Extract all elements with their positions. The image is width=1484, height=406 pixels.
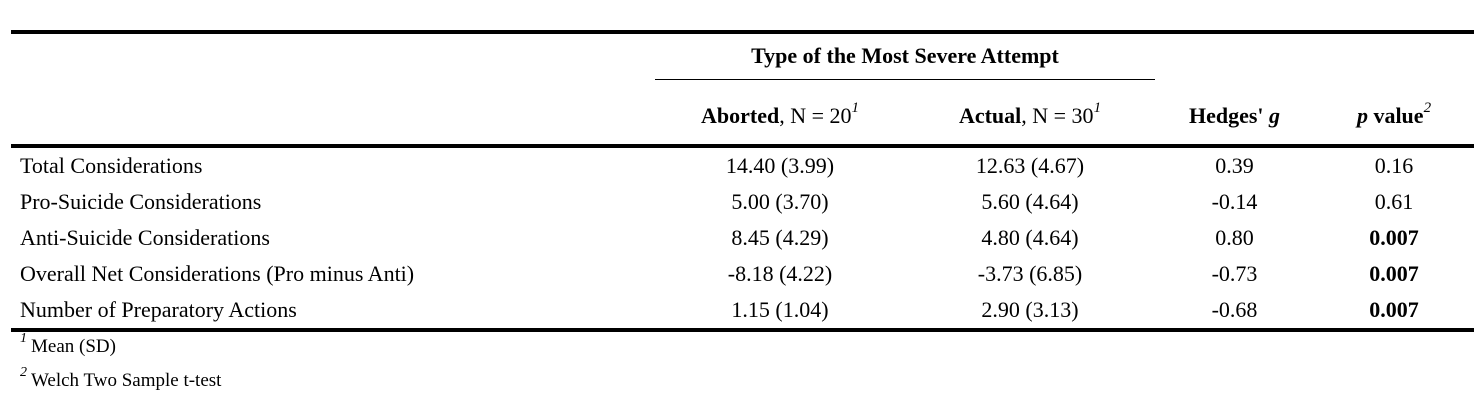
table-row: Overall Net Considerations (Pro minus An…	[11, 256, 1474, 292]
column-header-pvalue-p: p	[1356, 103, 1368, 128]
column-header-actual-footnote-marker: 1	[1093, 99, 1102, 116]
hedges-g-value-cell: -0.73	[1211, 261, 1258, 286]
column-header-aborted-n: , N = 20	[779, 103, 852, 128]
footnote-marker: 1	[20, 330, 27, 346]
spanner-header-cell: Type of the Most Severe Attempt	[655, 30, 1155, 88]
spanner-header-row: Type of the Most Severe Attempt	[11, 30, 1474, 88]
aborted-value-cell: 8.45 (4.29)	[731, 225, 829, 250]
column-header-aborted: Aborted, N = 201	[655, 88, 905, 148]
empty-header-cell	[1155, 30, 1314, 88]
column-header-pvalue: p value2	[1314, 88, 1474, 148]
actual-value-cell: 12.63 (4.67)	[975, 153, 1085, 178]
table-body: Total Considerations 14.40 (3.99) 12.63 (4…	[11, 146, 1474, 332]
footnote-text: Mean (SD)	[31, 336, 116, 357]
p-value-cell: 0.007	[1369, 261, 1419, 286]
aborted-value-cell: 5.00 (3.70)	[731, 189, 829, 214]
actual-value-cell: -3.73 (6.85)	[977, 261, 1083, 286]
footnote-marker: 2	[20, 364, 27, 380]
empty-header-cell	[11, 30, 655, 88]
column-header-pvalue-footnote-marker: 2	[1423, 99, 1432, 116]
footnote: 2 Welch Two Sample t-test	[20, 364, 221, 398]
hedges-g-value-cell: 0.39	[1215, 153, 1254, 178]
results-table: Type of the Most Severe Attempt Aborted,…	[11, 30, 1474, 332]
column-header-hedges-name: Hedges'	[1188, 103, 1270, 128]
aborted-value-cell: 1.15 (1.04)	[655, 292, 905, 332]
footnote-text: Welch Two Sample t-test	[31, 370, 222, 391]
table-row: Pro-Suicide Considerations 5.00 (3.70) 5.6…	[11, 184, 1474, 220]
row-label-cell: Pro-Suicide Considerations	[20, 189, 262, 214]
footnotes: 1 Mean (SD) 2 Welch Two Sample t-test	[20, 330, 221, 398]
actual-value-cell: 2.90 (3.13)	[905, 292, 1155, 332]
column-header-row: Aborted, N = 201 Actual, N = 301 Hedges'…	[11, 88, 1474, 148]
column-header-hedges: Hedges' g	[1155, 88, 1314, 148]
table-row: Number of Preparatory Actions 1.15 (1.04)…	[11, 292, 1474, 332]
actual-value-cell: 4.80 (4.64)	[981, 225, 1079, 250]
hedges-g-value-cell: -0.14	[1211, 189, 1258, 214]
hedges-g-value-cell: -0.68	[1155, 292, 1314, 332]
table-row: Anti-Suicide Considerations 8.45 (4.29) 4.…	[11, 220, 1474, 256]
column-header-pvalue-name: value	[1367, 103, 1424, 128]
column-header-aborted-footnote-marker: 1	[851, 99, 860, 116]
p-value-cell: 0.61	[1374, 189, 1414, 214]
empty-header-cell	[1314, 30, 1474, 88]
aborted-value-cell: 14.40 (3.99)	[725, 153, 835, 178]
results-table-container: Type of the Most Severe Attempt Aborted,…	[11, 30, 1474, 332]
actual-value-cell: 5.60 (4.64)	[981, 189, 1079, 214]
row-label-cell: Number of Preparatory Actions	[11, 292, 655, 332]
column-header-hedges-g: g	[1269, 103, 1281, 128]
row-label-cell: Total Considerations	[20, 153, 203, 178]
p-value-cell: 0.007	[1314, 292, 1474, 332]
spanner-header-label: Type of the Most Severe Attempt	[751, 42, 1059, 68]
label-column-header	[11, 88, 655, 148]
column-header-actual: Actual, N = 301	[905, 88, 1155, 148]
row-label-cell: Overall Net Considerations (Pro minus An…	[20, 261, 415, 286]
spanner-underline	[655, 78, 1155, 80]
column-header-actual-n: , N = 30	[1021, 103, 1094, 128]
aborted-value-cell: -8.18 (4.22)	[727, 261, 833, 286]
footnote: 1 Mean (SD)	[20, 330, 221, 364]
p-value-cell: 0.16	[1374, 153, 1414, 178]
p-value-cell: 0.007	[1369, 225, 1419, 250]
row-label-cell: Anti-Suicide Considerations	[20, 225, 270, 250]
hedges-g-value-cell: 0.80	[1215, 225, 1254, 250]
column-header-actual-name: Actual	[958, 103, 1022, 128]
column-header-aborted-name: Aborted	[700, 103, 780, 128]
table-row: Total Considerations 14.40 (3.99) 12.63 (4…	[11, 146, 1474, 184]
